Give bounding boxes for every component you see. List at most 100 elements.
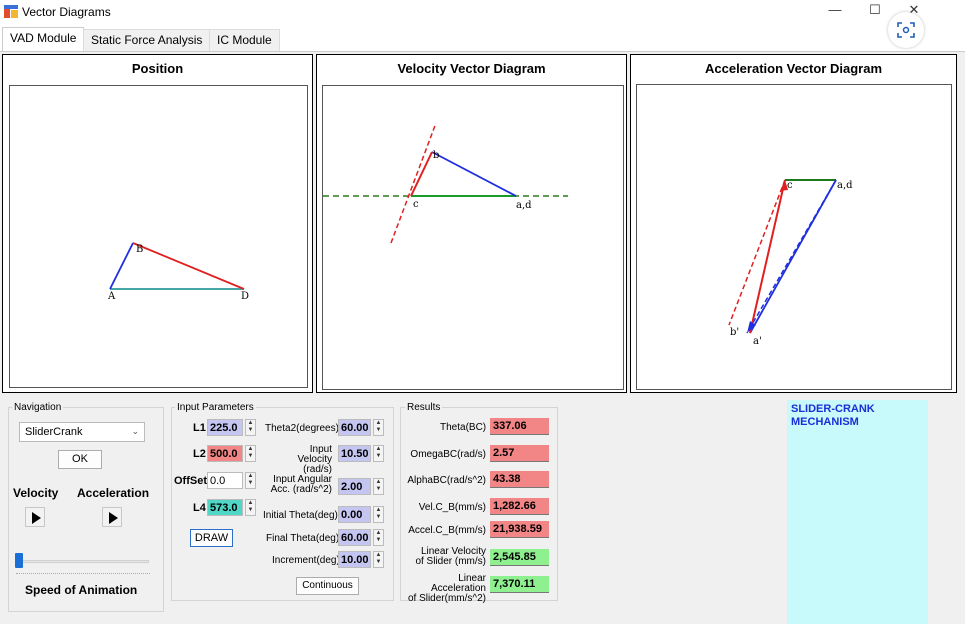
velocity-play-button[interactable] xyxy=(25,507,45,527)
mechanism-selected: SliderCrank xyxy=(25,426,83,438)
acceleration-label: Acceleration xyxy=(77,486,150,500)
screen-capture-button[interactable] xyxy=(888,12,924,48)
point-ap-label: a' xyxy=(753,336,762,347)
point-c-label: c xyxy=(787,180,793,191)
velocity-b xyxy=(431,151,517,197)
speed-slider-track[interactable] xyxy=(15,560,149,563)
alpha-bc-value: 43.38 xyxy=(490,471,549,488)
accel-cb-value: 21,938.59 xyxy=(490,521,549,538)
linear-velocity-label: Linear Velocity of Slider (mm/s) xyxy=(415,546,486,567)
point-bp-label: b' xyxy=(730,327,739,338)
crank-link xyxy=(109,242,134,290)
point-b-label: b xyxy=(433,150,439,161)
offset-input[interactable]: 0.0 xyxy=(207,472,243,489)
l2-spinner[interactable]: ▲ ▼ xyxy=(245,445,256,462)
speed-label: Speed of Animation xyxy=(25,583,138,597)
tab-label: VAD Module xyxy=(10,31,77,45)
results-group xyxy=(400,407,558,601)
results-label: Results xyxy=(405,402,443,413)
linear-acceleration-value: 7,370.11 xyxy=(490,576,549,593)
offset-label: OffSet xyxy=(174,475,207,487)
accel-cb xyxy=(749,179,786,334)
tab-static-force-analysis[interactable]: Static Force Analysis xyxy=(83,29,211,51)
l1-spinner[interactable]: ▲ ▼ xyxy=(245,419,256,436)
point-ad-label: a,d xyxy=(837,180,853,191)
velocity-panel: Velocity Vector Diagram b c a,d xyxy=(316,54,627,393)
capture-icon xyxy=(897,22,915,38)
tab-label: IC Module xyxy=(217,33,272,47)
minimize-button[interactable]: — xyxy=(828,2,842,17)
accel-cb-label: Accel.C_B(mm/s) xyxy=(408,525,486,536)
theta2-input[interactable]: 60.00 xyxy=(338,419,371,436)
omega-bc-label: OmegaBC(rad/s) xyxy=(410,449,486,460)
point-c-label: c xyxy=(413,199,419,210)
l1-input[interactable]: 225.0 xyxy=(207,419,243,436)
l2-label: L2 xyxy=(193,448,206,460)
mechanism-info-panel: SLIDER-CRANK MECHANISM xyxy=(787,400,928,624)
position-diagram: A B D xyxy=(107,242,249,302)
velocity-title: Velocity Vector Diagram xyxy=(397,61,546,76)
acceleration-diagram: c a,d b' a' xyxy=(728,179,853,347)
input-velocity-label: Input Velocity (rad/s) xyxy=(297,444,332,475)
initial-theta-label: Initial Theta(deg) xyxy=(263,510,338,521)
theta2-label: Theta2(degrees) xyxy=(265,423,339,434)
velocity-label: Velocity xyxy=(13,486,59,500)
point-d-label: D xyxy=(241,291,249,302)
coupler-link xyxy=(132,242,245,290)
vel-cb-value: 1,282.66 xyxy=(490,498,549,515)
tab-vad-module[interactable]: VAD Module xyxy=(2,27,85,51)
increment-spinner[interactable]: ▲ ▼ xyxy=(373,551,384,568)
chevron-down-icon: ⌄ xyxy=(131,426,139,436)
final-theta-label: Final Theta(deg) xyxy=(266,533,340,544)
increment-label: Increment(deg) xyxy=(272,555,340,566)
input-velocity-input[interactable]: 10.50 xyxy=(338,445,371,462)
window-title: Vector Diagrams xyxy=(22,5,111,19)
speed-slider-ticks xyxy=(16,573,150,576)
app-icon xyxy=(4,5,18,18)
mechanism-dropdown[interactable]: SliderCrank ⌄ xyxy=(19,422,145,442)
mechanism-name: SLIDER-CRANK MECHANISM xyxy=(791,403,875,428)
accel-b-arrowhead xyxy=(747,321,756,333)
omega-bc-value: 2.57 xyxy=(490,445,549,462)
l4-label: L4 xyxy=(193,502,206,514)
point-a-label: A xyxy=(107,291,116,302)
accel-tangential-line xyxy=(728,179,786,326)
tab-ic-module[interactable]: IC Module xyxy=(209,29,280,51)
draw-button[interactable]: DRAW xyxy=(190,529,233,547)
theta2-spinner[interactable]: ▲ ▼ xyxy=(373,419,384,436)
maximize-button[interactable]: ☐ xyxy=(869,2,881,17)
initial-theta-spinner[interactable]: ▲ ▼ xyxy=(373,506,384,523)
input-acc-spinner[interactable]: ▲ ▼ xyxy=(373,478,384,495)
tab-label: Static Force Analysis xyxy=(91,33,203,47)
final-theta-input[interactable]: 60.00 xyxy=(338,529,371,546)
position-panel: Position A B D xyxy=(2,54,313,393)
l2-input[interactable]: 500.0 xyxy=(207,445,243,462)
point-b-label: B xyxy=(136,244,143,255)
linear-acceleration-label: Linear Acceleration of Slider(mm/s^2) xyxy=(407,573,486,604)
input-parameters-label: Input Parameters xyxy=(175,402,256,413)
vel-cb-label: Vel.C_B(mm/s) xyxy=(418,502,486,513)
input-velocity-spinner[interactable]: ▲ ▼ xyxy=(373,445,384,462)
ok-button[interactable]: OK xyxy=(58,450,102,469)
theta-bc-label: Theta(BC) xyxy=(440,422,487,433)
l4-spinner[interactable]: ▲ ▼ xyxy=(245,499,256,516)
initial-theta-input[interactable]: 0.00 xyxy=(338,506,371,523)
alpha-bc-label: AlphaBC(rad/s^2) xyxy=(407,475,486,486)
coupler-direction-line xyxy=(390,122,437,244)
offset-spinner[interactable]: ▲ ▼ xyxy=(245,472,256,489)
point-ad-label: a,d xyxy=(516,200,532,211)
acceleration-canvas: c a,d b' a' xyxy=(636,84,952,390)
accel-cb-arrowhead xyxy=(780,180,788,191)
velocity-diagram: b c a,d xyxy=(323,122,568,244)
acceleration-play-button[interactable] xyxy=(102,507,122,527)
velocity-canvas: b c a,d xyxy=(322,85,624,390)
increment-input[interactable]: 10.00 xyxy=(338,551,371,568)
close-button[interactable]: ✕ xyxy=(908,2,920,17)
continuous-button[interactable]: Continuous xyxy=(296,577,359,595)
input-acc-label: Input Angular Acc. (rad/s^2) xyxy=(270,474,332,495)
accel-b-dashed xyxy=(746,179,837,334)
input-acc-input[interactable]: 2.00 xyxy=(338,478,371,495)
speed-slider-thumb[interactable] xyxy=(15,553,23,568)
l4-input[interactable]: 573.0 xyxy=(207,499,243,516)
final-theta-spinner[interactable]: ▲ ▼ xyxy=(373,529,384,546)
